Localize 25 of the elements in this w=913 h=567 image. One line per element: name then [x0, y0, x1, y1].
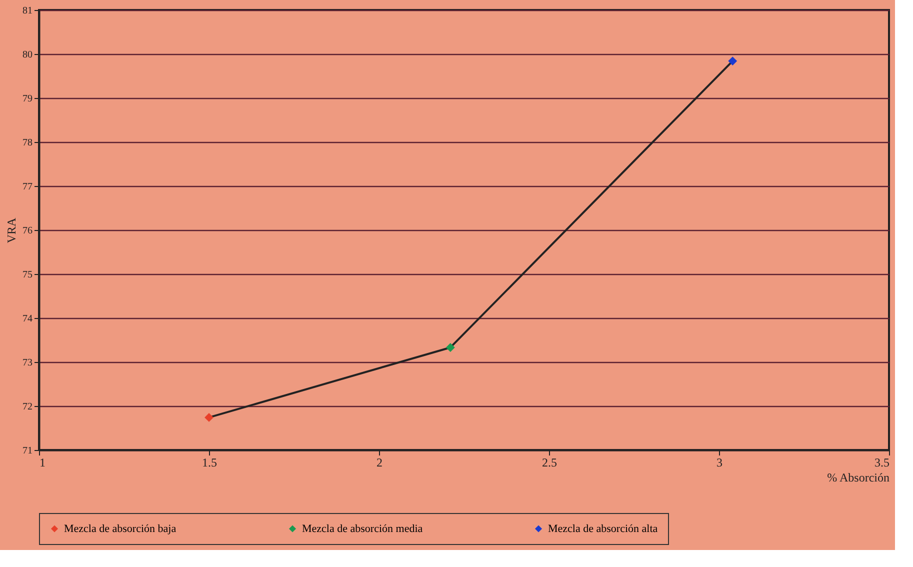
- x-tick-label: 1: [40, 456, 46, 470]
- y-tick-label: 79: [22, 94, 32, 104]
- x-tick-label: 2.5: [542, 456, 557, 470]
- y-tick-label: 76: [22, 226, 32, 236]
- y-tick-label: 80: [22, 50, 32, 60]
- legend-label: Mezcla de absorción alta: [548, 522, 658, 535]
- y-tick-label: 73: [22, 358, 32, 368]
- y-tick-label: 78: [22, 138, 32, 148]
- y-tick-label: 81: [22, 6, 32, 16]
- point: [446, 343, 455, 352]
- y-tick-label: 72: [22, 402, 32, 412]
- x-tick-label: 3: [716, 456, 722, 470]
- x-axis-title: % Absorción: [827, 470, 890, 484]
- y-tick-label: 71: [22, 446, 32, 456]
- y-axis-title: VRA: [4, 218, 18, 244]
- x-tick-label: 1.5: [202, 456, 217, 470]
- legend-label: Mezcla de absorción media: [302, 522, 423, 535]
- point: [728, 56, 738, 66]
- y-tick-label: 77: [22, 182, 32, 192]
- y-tick-label: 74: [22, 314, 32, 324]
- x-tick-label: 2: [376, 456, 382, 470]
- x-tick-label: 3.5: [874, 456, 890, 470]
- y-tick-label: 75: [22, 270, 32, 280]
- point: [204, 412, 214, 422]
- legend-label: Mezcla de absorción baja: [64, 522, 176, 535]
